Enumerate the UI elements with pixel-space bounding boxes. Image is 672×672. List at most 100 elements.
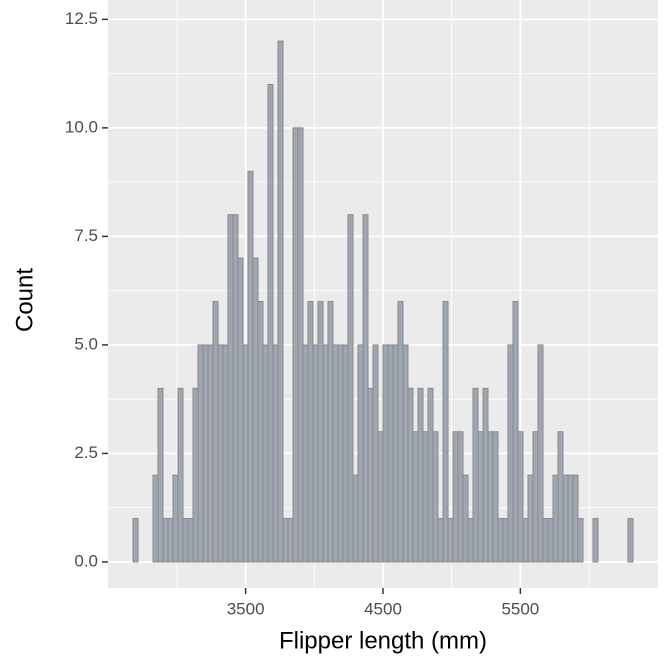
- bar: [422, 431, 429, 563]
- bar: [472, 387, 479, 563]
- bar: [207, 344, 214, 563]
- bar: [342, 344, 349, 563]
- bar: [302, 344, 309, 563]
- bar: [187, 518, 194, 563]
- bar: [592, 518, 599, 563]
- bar: [152, 474, 159, 563]
- y-axis-title: Count: [11, 268, 38, 332]
- bar: [572, 474, 579, 563]
- bar: [307, 301, 314, 563]
- bar: [197, 344, 204, 563]
- bar: [517, 431, 524, 563]
- bar: [492, 431, 499, 563]
- bar: [447, 518, 454, 563]
- bar: [557, 431, 564, 563]
- bar: [432, 431, 439, 563]
- bar: [267, 83, 274, 563]
- bar: [542, 518, 549, 563]
- bar: [317, 301, 324, 563]
- bar: [487, 431, 494, 563]
- x-axis-title: Flipper length (mm): [279, 627, 487, 654]
- bar: [297, 127, 304, 563]
- bar: [522, 518, 529, 563]
- y-tick-label: 7.5: [74, 226, 98, 245]
- bar: [497, 518, 504, 563]
- bar: [527, 474, 534, 563]
- bar: [327, 301, 334, 563]
- y-tick-label: 0.0: [74, 551, 98, 570]
- bar: [252, 257, 259, 563]
- bar: [467, 518, 474, 563]
- bar: [502, 518, 509, 563]
- y-tick-label: 12.5: [65, 9, 98, 28]
- bar: [402, 344, 409, 563]
- bar: [132, 518, 139, 563]
- x-tick-label: 4500: [364, 599, 402, 618]
- y-tick-label: 5.0: [74, 334, 98, 353]
- bar: [352, 474, 359, 563]
- bar: [202, 344, 209, 563]
- bar: [172, 474, 179, 563]
- y-tick-label: 10.0: [65, 117, 98, 136]
- bar: [277, 40, 284, 563]
- bar: [377, 431, 384, 563]
- bar: [182, 518, 189, 563]
- bar: [562, 474, 569, 563]
- bar: [287, 518, 294, 563]
- bar: [372, 344, 379, 563]
- bar: [322, 344, 329, 563]
- bar: [567, 474, 574, 563]
- bar: [482, 387, 489, 563]
- bar: [397, 301, 404, 563]
- bar: [177, 387, 184, 563]
- bar: [382, 344, 389, 563]
- bar: [347, 214, 354, 563]
- bar: [167, 518, 174, 563]
- bar: [332, 344, 339, 563]
- bar: [442, 301, 449, 563]
- bar: [257, 301, 264, 563]
- bar: [392, 344, 399, 563]
- bar: [537, 344, 544, 563]
- bar: [192, 387, 199, 563]
- bar: [247, 170, 254, 563]
- bar: [357, 344, 364, 563]
- bar: [462, 474, 469, 563]
- bar: [477, 431, 484, 563]
- bar: [367, 387, 374, 563]
- bar: [507, 344, 514, 563]
- bar: [272, 344, 279, 563]
- bar: [227, 214, 234, 563]
- x-tick-label: 5500: [501, 599, 539, 618]
- bar: [292, 127, 299, 563]
- bar: [552, 474, 559, 563]
- bar: [407, 387, 414, 563]
- bar: [162, 518, 169, 563]
- bar: [237, 257, 244, 563]
- bar: [532, 431, 539, 563]
- bar: [437, 518, 444, 563]
- bar: [242, 344, 249, 563]
- bar: [512, 301, 519, 563]
- bar: [387, 344, 394, 563]
- bar: [427, 387, 434, 563]
- bar: [217, 344, 224, 563]
- bar: [547, 518, 554, 563]
- bar: [212, 301, 219, 563]
- bar: [232, 214, 239, 563]
- bar: [457, 431, 464, 563]
- y-tick-label: 2.5: [74, 443, 98, 462]
- bar: [157, 387, 164, 563]
- bar: [452, 431, 459, 563]
- bar: [282, 518, 289, 563]
- bar: [577, 518, 584, 563]
- bar: [627, 518, 634, 563]
- bar: [337, 344, 344, 563]
- bar: [262, 344, 269, 563]
- bar: [312, 344, 319, 563]
- bar: [222, 344, 229, 563]
- bar: [362, 214, 369, 563]
- x-tick-label: 3500: [227, 599, 265, 618]
